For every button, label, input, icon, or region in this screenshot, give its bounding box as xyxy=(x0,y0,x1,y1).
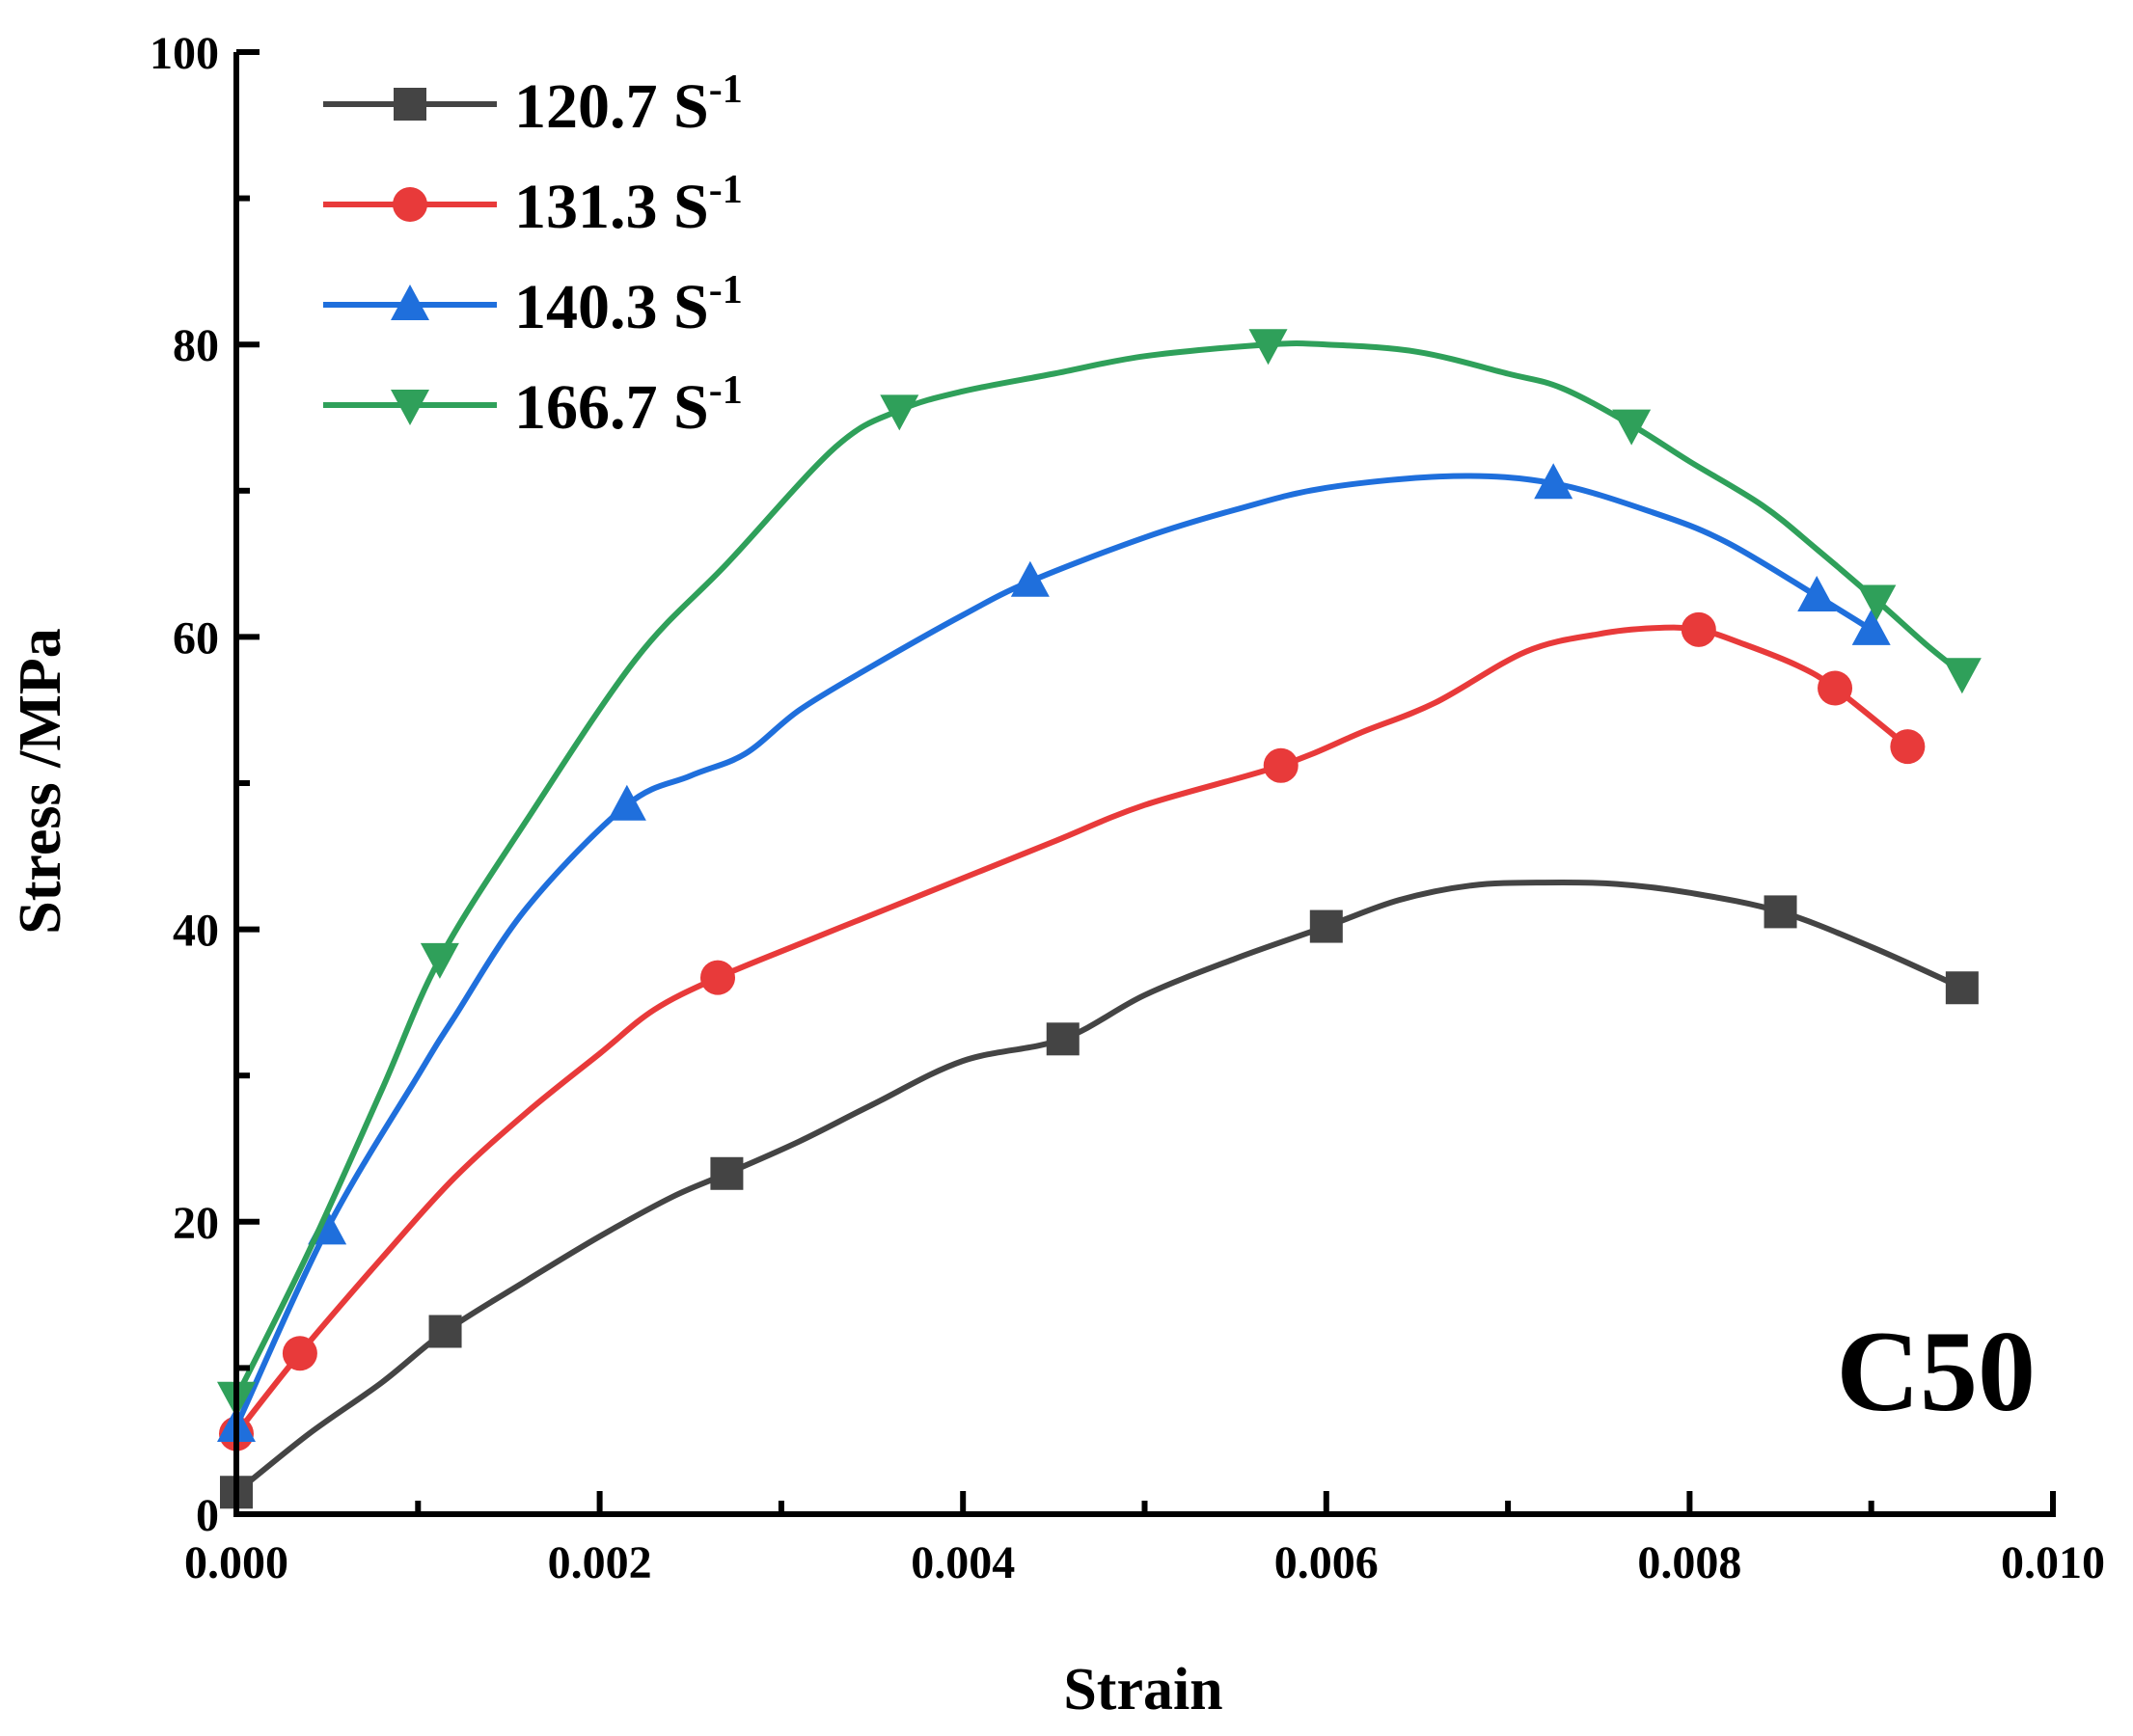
series-line-3 xyxy=(233,473,1874,1429)
series-2-point xyxy=(1263,747,1299,783)
legend-label: 166.7 S-1 xyxy=(514,368,743,443)
x-axis-title: Strain xyxy=(1063,1657,1222,1722)
series-layer xyxy=(217,329,1982,1509)
y-tick-label: 20 xyxy=(173,1198,219,1249)
series-3-point xyxy=(607,784,646,821)
y-axis-title: Stress /MPa xyxy=(8,628,73,934)
series-3-point xyxy=(1534,463,1573,500)
x-tick-label: 0.010 xyxy=(2001,1537,2105,1588)
series-3-point xyxy=(1797,575,1837,611)
series-3 xyxy=(217,463,1891,1443)
series-1-point xyxy=(1945,971,1979,1005)
series-4-point xyxy=(1612,409,1652,446)
series-4-point xyxy=(1248,329,1288,366)
y-tick-label: 80 xyxy=(173,320,219,371)
legend-label: 131.3 S-1 xyxy=(514,168,743,242)
series-3-point xyxy=(1010,560,1050,597)
y-tick-label: 60 xyxy=(173,612,219,664)
series-1-point xyxy=(1309,909,1343,943)
series-2-point xyxy=(699,960,735,995)
axis-lines xyxy=(233,52,2056,1517)
series-2 xyxy=(219,611,1926,1451)
series-3-point xyxy=(1851,609,1891,645)
legend-label-superscript: -1 xyxy=(709,68,743,112)
y-tick-label: 40 xyxy=(173,906,219,957)
legend-marker xyxy=(393,187,427,222)
series-2-point xyxy=(1818,670,1853,706)
legend: 120.7 S-1 131.3 S-1 140.3 S-1 166.7 S-1 xyxy=(323,68,743,443)
series-2-point xyxy=(282,1336,317,1371)
legend-label-superscript: -1 xyxy=(709,268,743,312)
series-1-point xyxy=(710,1156,744,1190)
series-1 xyxy=(220,879,1979,1509)
series-1-point xyxy=(1764,895,1797,929)
series-1-point xyxy=(428,1315,462,1348)
legend-label: 140.3 S-1 xyxy=(514,268,743,342)
legend-label-superscript: -1 xyxy=(709,168,743,212)
legend-entry-1: 120.7 S-1 xyxy=(323,68,743,142)
series-4-point xyxy=(880,394,919,431)
legend-label: 120.7 S-1 xyxy=(514,68,743,142)
series-line-1 xyxy=(233,879,1965,1496)
x-tick-label: 0.006 xyxy=(1274,1537,1379,1588)
legend-label-superscript: -1 xyxy=(709,368,743,413)
series-2-point xyxy=(1890,729,1926,765)
x-tick-label: 0.008 xyxy=(1637,1537,1741,1588)
series-line-4 xyxy=(233,339,1965,1400)
series-2-point xyxy=(1681,611,1716,647)
legend-entry-3: 140.3 S-1 xyxy=(323,268,743,342)
legend-entry-4: 166.7 S-1 xyxy=(323,368,743,443)
legend-marker xyxy=(394,88,426,121)
axes-layer: 0.000 0.002 0.004 0.006 0.008 0.010 0 20 40 60 80 1… xyxy=(150,28,2105,1588)
annotation-c50: C50 xyxy=(1836,1307,2036,1435)
series-1-point xyxy=(1046,1022,1080,1056)
series-4-point xyxy=(1857,584,1897,621)
series-4-point xyxy=(420,942,459,979)
x-tick-label: 0.002 xyxy=(548,1537,652,1588)
x-tick-label: 0.000 xyxy=(184,1537,288,1588)
series-4-point xyxy=(1942,658,1982,694)
series-4 xyxy=(217,329,1982,1418)
legend-marker xyxy=(391,390,429,425)
y-tick-label: 100 xyxy=(150,28,219,79)
x-tick-label: 0.004 xyxy=(911,1537,1015,1588)
legend-marker xyxy=(391,285,429,320)
y-tick-label: 0 xyxy=(196,1490,219,1541)
legend-entry-2: 131.3 S-1 xyxy=(323,168,743,242)
